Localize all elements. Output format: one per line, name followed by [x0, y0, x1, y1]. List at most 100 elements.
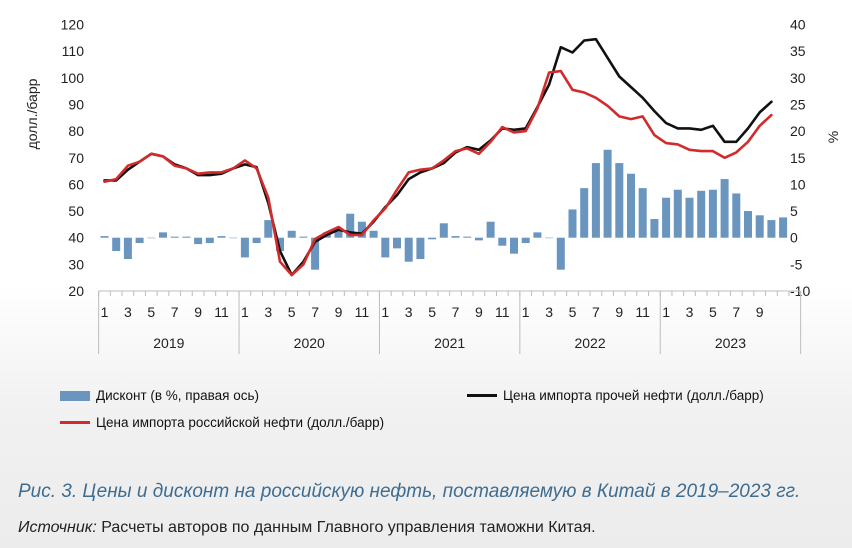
- x-tick-label: 3: [405, 304, 413, 320]
- discount-bar: [252, 237, 261, 244]
- x-tick-label: 3: [545, 304, 553, 320]
- discount-bar: [498, 237, 507, 246]
- discount-bar: [264, 220, 273, 238]
- discount-bar: [428, 237, 437, 240]
- discount-bar: [779, 217, 788, 238]
- price-lines: [103, 37, 773, 277]
- discount-bar: [545, 237, 554, 239]
- legend-swatch-bar: [60, 390, 90, 401]
- x-tick-label: 5: [288, 304, 296, 320]
- discount-bar: [697, 190, 706, 238]
- legend-label-other-oil: Цена импорта прочей нефти (долл./барр): [503, 388, 764, 403]
- discount-bar: [346, 213, 355, 238]
- x-tick-label: 7: [311, 304, 319, 320]
- y-right-tick: -5: [790, 256, 803, 272]
- y-left-tick: 40: [68, 230, 84, 246]
- discount-bar: [276, 237, 284, 252]
- y-left-tick: 20: [68, 283, 84, 299]
- legend-discount: Дисконт (в %, правая ось): [60, 388, 259, 403]
- y-right-tick: 30: [790, 70, 806, 86]
- x-tick-label: 9: [615, 304, 623, 320]
- discount-bar: [100, 236, 109, 238]
- discount-bar: [755, 215, 764, 238]
- discount-bar: [217, 236, 226, 238]
- x-tick-label: 9: [335, 304, 343, 320]
- legend-russian-oil: Цена импорта российской нефти (долл./бар…: [60, 415, 384, 430]
- x-tick-label: 1: [381, 304, 389, 320]
- y-right-tick: 20: [790, 123, 806, 139]
- discount-bar: [627, 173, 635, 238]
- source-note: Источник: Расчеты авторов по данным Глав…: [18, 519, 596, 537]
- discount-bar: [311, 237, 320, 270]
- y-left-tick: 100: [61, 70, 85, 86]
- y-left-tick: 110: [62, 43, 85, 59]
- discount-bar: [673, 189, 682, 238]
- x-axis: [98, 290, 802, 354]
- x-tick-label: 5: [147, 304, 155, 320]
- y-left-tick: 70: [68, 150, 84, 166]
- x-tick-label: 1: [241, 304, 249, 320]
- y-right-tick: 10: [790, 176, 806, 192]
- discount-bar: [556, 237, 565, 270]
- discount-bar: [334, 230, 343, 238]
- y-right-tick: 40: [790, 17, 806, 33]
- year-label: 2021: [434, 335, 465, 351]
- discount-bar: [123, 237, 132, 260]
- discount-bar: [486, 221, 495, 238]
- source-text: Расчеты авторов по данным Главного управ…: [96, 519, 596, 536]
- discount-bar: [533, 232, 542, 238]
- discount-bar: [416, 237, 425, 260]
- x-tick-label: 5: [709, 304, 717, 320]
- discount-bar: [135, 237, 144, 244]
- x-tick-label: 7: [732, 304, 740, 320]
- x-tick-label: 1: [522, 304, 530, 320]
- x-tick-label: 11: [214, 304, 229, 320]
- x-tick-label: 9: [756, 304, 764, 320]
- x-tick-label: 11: [495, 304, 510, 320]
- discount-bar: [299, 236, 308, 238]
- y-left-tick: 30: [68, 256, 84, 272]
- other-oil-price-line: [103, 37, 773, 277]
- discount-bar: [393, 237, 401, 249]
- discount-bar: [603, 149, 612, 238]
- discount-bar: [732, 193, 741, 238]
- legend-label-discount: Дисконт (в %, правая ось): [96, 388, 260, 403]
- y-right-tick: 25: [790, 96, 806, 112]
- y-axis-left: 20 30 40 50 60 70 80 90 100 110 120: [61, 17, 85, 300]
- year-label: 2022: [574, 335, 605, 351]
- y-right-tick: 15: [790, 150, 806, 166]
- y-left-tick: 60: [68, 176, 84, 192]
- discount-bar: [662, 197, 671, 238]
- discount-bar: [147, 237, 156, 239]
- x-tick-label: 5: [569, 304, 577, 320]
- legend-other-oil: Цена импорта прочей нефти (долл./барр): [467, 388, 764, 403]
- x-tick-label: 7: [171, 304, 179, 320]
- y-right-label: %: [825, 131, 841, 143]
- x-tick-label: 11: [635, 304, 650, 320]
- discount-bar: [287, 230, 296, 238]
- legend-swatch-black: [467, 394, 497, 397]
- year-labels: 2019 2020 2021 2022 2023: [153, 335, 746, 351]
- discount-bars: [100, 149, 788, 270]
- source-label: Источник:: [18, 519, 97, 536]
- discount-bar: [463, 236, 472, 238]
- y-left-tick: 50: [68, 203, 84, 219]
- discount-bar: [229, 237, 238, 239]
- y-left-tick: 90: [68, 96, 84, 112]
- legend-label-russian-oil: Цена импорта российской нефти (долл./бар…: [96, 415, 385, 430]
- discount-bar: [240, 237, 249, 258]
- discount-bar: [439, 223, 448, 238]
- discount-bar: [708, 189, 717, 238]
- legend-swatch-red: [60, 421, 90, 424]
- russian-oil-price-line: [103, 69, 773, 277]
- discount-bar: [568, 209, 577, 238]
- year-label: 2019: [153, 335, 184, 351]
- discount-bar: [112, 237, 121, 252]
- discount-bar: [474, 237, 483, 241]
- discount-bar: [767, 220, 776, 238]
- discount-bar: [615, 163, 624, 238]
- x-tick-label: 1: [101, 304, 109, 320]
- year-label: 2020: [294, 335, 325, 351]
- discount-bar: [650, 219, 659, 238]
